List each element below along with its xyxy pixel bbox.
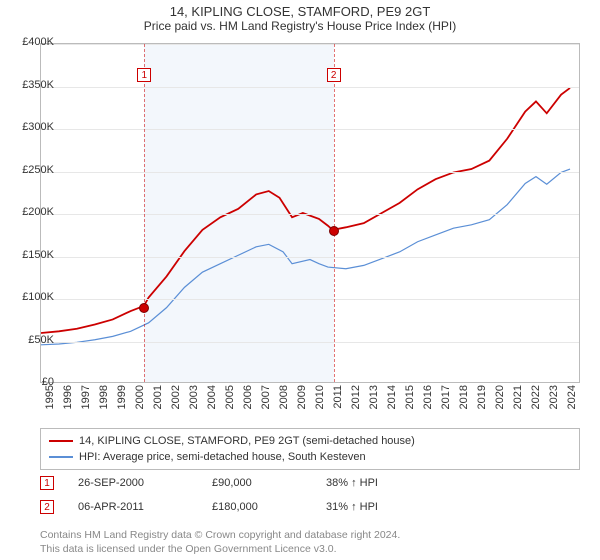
x-axis-label: 2024 [566,385,578,415]
x-axis-label: 2001 [152,385,164,415]
gridline-h [41,172,579,173]
x-axis-label: 2023 [548,385,560,415]
y-axis-label: £350K [18,79,54,91]
gridline-h [41,257,579,258]
chart-area: 12 £0£50K£100K£150K£200K£250K£300K£350K£… [40,37,600,417]
sale-vline [334,44,335,382]
sale-date-2: 06-APR-2011 [78,501,188,513]
gridline-h [41,299,579,300]
x-axis-label: 2013 [368,385,380,415]
x-axis-label: 2018 [458,385,470,415]
y-axis-label: £250K [18,164,54,176]
attribution-line1: Contains HM Land Registry data © Crown c… [40,528,580,542]
x-axis-label: 2012 [350,385,362,415]
legend-swatch-price [49,440,73,442]
sale-marker-icon-1: 1 [40,476,54,490]
y-axis-label: £200K [18,206,54,218]
sale-marker-box: 2 [327,68,341,82]
x-axis-label: 2011 [332,385,344,415]
x-axis-label: 2019 [476,385,488,415]
gridline-h [41,129,579,130]
x-axis-label: 1999 [116,385,128,415]
x-axis-label: 1996 [62,385,74,415]
x-axis-label: 2014 [386,385,398,415]
sale-vs-hpi-2: 31% ↑ HPI [326,501,378,513]
legend-label-hpi: HPI: Average price, semi-detached house,… [79,449,366,465]
legend-box: 14, KIPLING CLOSE, STAMFORD, PE9 2GT (se… [40,428,580,470]
x-axis-label: 2010 [314,385,326,415]
sales-row-1: 1 26-SEP-2000 £90,000 38% ↑ HPI [40,476,580,490]
gridline-h [41,44,579,45]
sale-date-1: 26-SEP-2000 [78,477,188,489]
sales-row-2: 2 06-APR-2011 £180,000 31% ↑ HPI [40,500,580,514]
y-axis-label: £400K [18,36,54,48]
attribution-text: Contains HM Land Registry data © Crown c… [40,528,580,556]
x-axis-label: 2016 [422,385,434,415]
x-axis-label: 2020 [494,385,506,415]
legend-item-price: 14, KIPLING CLOSE, STAMFORD, PE9 2GT (se… [49,433,571,449]
plot-area: 12 [40,43,580,383]
gridline-h [41,87,579,88]
x-axis-label: 1997 [80,385,92,415]
series-line-price_paid [41,88,570,333]
gridline-h [41,214,579,215]
x-axis-label: 2008 [278,385,290,415]
sale-marker-icon-2: 2 [40,500,54,514]
x-axis-label: 2005 [224,385,236,415]
sale-marker-box: 1 [137,68,151,82]
y-axis-label: £100K [18,291,54,303]
chart-subtitle: Price paid vs. HM Land Registry's House … [0,19,600,37]
y-axis-label: £50K [18,334,54,346]
sale-price-2: £180,000 [212,501,302,513]
y-axis-label: £150K [18,249,54,261]
sale-point-dot [139,303,149,313]
x-axis-label: 2017 [440,385,452,415]
x-axis-label: 2003 [188,385,200,415]
x-axis-label: 2009 [296,385,308,415]
sale-vs-hpi-1: 38% ↑ HPI [326,477,378,489]
x-axis-label: 2022 [530,385,542,415]
x-axis-label: 2004 [206,385,218,415]
legend-label-price: 14, KIPLING CLOSE, STAMFORD, PE9 2GT (se… [79,433,415,449]
x-axis-label: 2021 [512,385,524,415]
x-axis-label: 2007 [260,385,272,415]
gridline-h [41,342,579,343]
x-axis-label: 2000 [134,385,146,415]
x-axis-label: 2006 [242,385,254,415]
legend-item-hpi: HPI: Average price, semi-detached house,… [49,449,571,465]
x-axis-label: 1998 [98,385,110,415]
chart-svg [41,44,579,382]
y-axis-label: £300K [18,121,54,133]
x-axis-label: 2002 [170,385,182,415]
x-axis-label: 1995 [44,385,56,415]
attribution-line2: This data is licensed under the Open Gov… [40,542,580,556]
x-axis-label: 2015 [404,385,416,415]
sale-price-1: £90,000 [212,477,302,489]
sale-point-dot [329,226,339,236]
sale-vline [144,44,145,382]
legend-swatch-hpi [49,456,73,458]
chart-title: 14, KIPLING CLOSE, STAMFORD, PE9 2GT [0,0,600,19]
